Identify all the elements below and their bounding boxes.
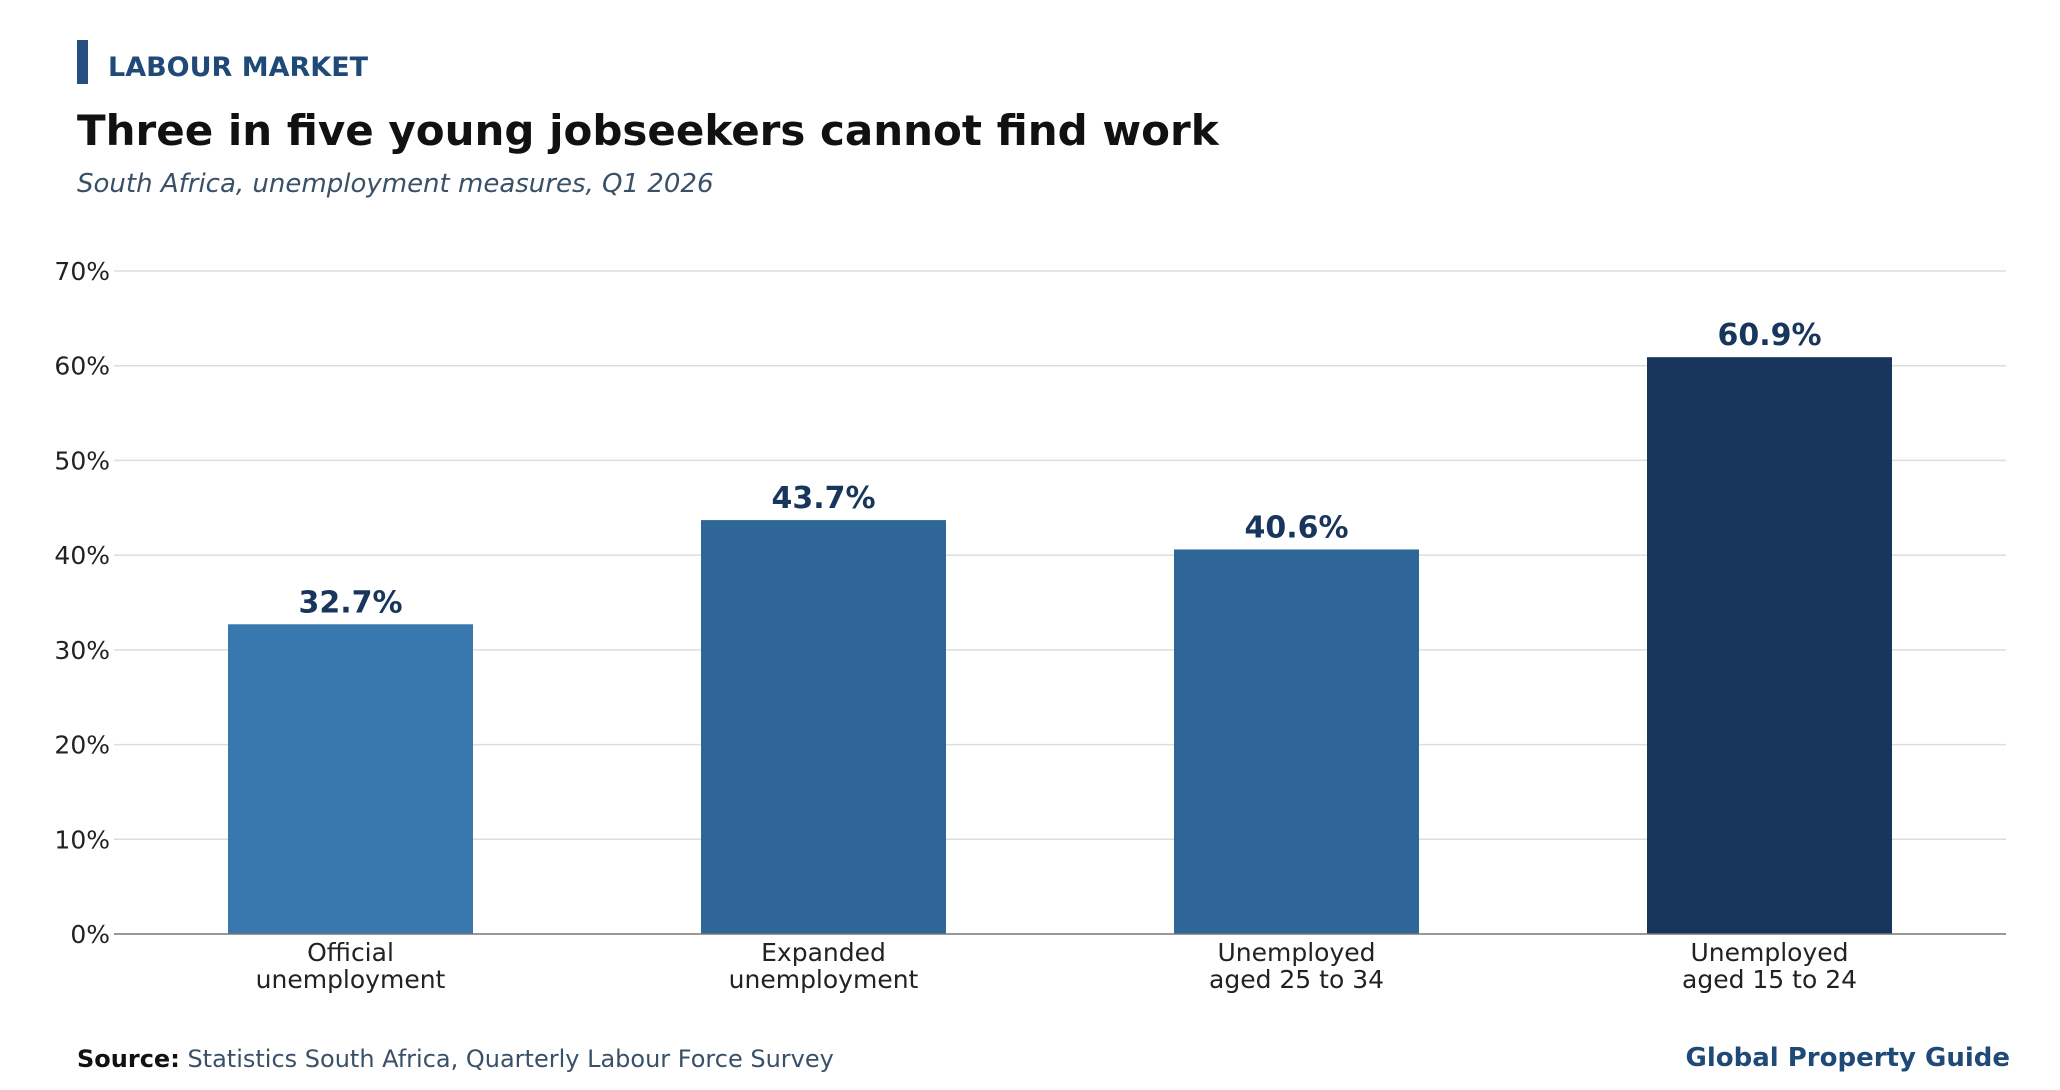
y-tick-label: 60% (54, 352, 110, 381)
bars (228, 357, 1892, 934)
y-tick-label: 40% (54, 541, 110, 570)
y-tick-label: 30% (54, 636, 110, 665)
x-tick-label: Unemployed aged 15 to 24 (1682, 938, 1857, 994)
data-label: 40.6% (1244, 510, 1348, 545)
source-label: Source: (77, 1045, 180, 1073)
y-tick-label: 50% (54, 446, 110, 475)
kicker-accent-bar (77, 40, 88, 84)
section-kicker: LABOUR MARKET (108, 52, 369, 83)
bar (1174, 549, 1419, 934)
bar (1647, 357, 1892, 934)
bar (228, 624, 473, 934)
bar (701, 520, 946, 934)
data-label: 32.7% (298, 585, 402, 620)
y-tick-label: 70% (54, 257, 110, 286)
x-tick-label: Unemployed aged 25 to 34 (1209, 938, 1384, 994)
y-tick-label: 10% (54, 825, 110, 854)
chart-subtitle: South Africa, unemployment measures, Q1 … (77, 169, 714, 199)
chart-title: Three in five young jobseekers cannot fi… (77, 106, 1219, 155)
x-tick-label: Official unemployment (256, 938, 446, 994)
source-note: Source: Statistics South Africa, Quarter… (77, 1044, 834, 1074)
y-tick-label: 0% (70, 920, 110, 949)
y-tick-label: 20% (54, 731, 110, 760)
labels: 0% 10% 20% 30% 40% 50% 60% 70% 32.7% Official unem… (54, 257, 1857, 994)
data-label: 43.7% (771, 481, 875, 516)
x-tick-label: Expanded unemployment (729, 938, 919, 994)
brand-logo-text: Global Property Guide (1685, 1043, 2010, 1073)
source-text: Statistics South Africa, Quarterly Labou… (187, 1045, 834, 1073)
data-label: 60.9% (1717, 318, 1821, 353)
